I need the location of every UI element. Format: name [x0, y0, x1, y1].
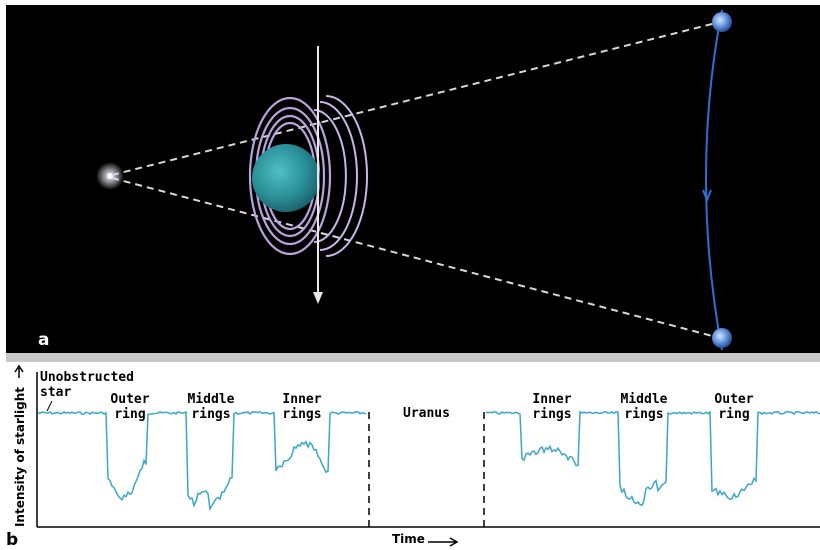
uranus-label: Uranus: [403, 406, 450, 421]
panel-a-label: a: [38, 330, 50, 350]
earth-bottom: [712, 328, 732, 348]
middle-rings-right-label: Middle rings: [620, 392, 668, 422]
star-core: [107, 173, 113, 179]
inner-rings-left-label: Inner rings: [282, 392, 322, 422]
time-arrow-icon: [428, 537, 459, 547]
sight-line-lower: [111, 177, 721, 339]
middle-rings-left-label: Middle rings: [187, 392, 235, 422]
unobstructed-pointer: [46, 400, 53, 412]
inner-rings-right-label: Inner rings: [532, 392, 572, 422]
panel-b-label: b: [6, 530, 19, 550]
earth-top: [712, 12, 732, 32]
x-axis-label: Time: [392, 532, 425, 546]
light-curve-ingress: [37, 410, 367, 512]
outer-ring-right-label: Outer ring: [714, 392, 754, 422]
y-axis-label: Intensity of starlight: [13, 386, 27, 528]
outer-ring-left-label: Outer ring: [110, 392, 150, 422]
uranus-planet: [252, 144, 320, 212]
light-curve-egress: [485, 410, 820, 507]
earth-orbit-arc: [705, 9, 723, 351]
occultation-geometry-panel: [6, 5, 820, 353]
y-axis-arrow: [14, 364, 24, 378]
orbit-direction-arrow: [702, 189, 712, 203]
sight-line-upper: [111, 21, 721, 176]
panel-separator: [6, 353, 820, 362]
unobstructed-star-label: Unobstructed star: [40, 370, 134, 400]
